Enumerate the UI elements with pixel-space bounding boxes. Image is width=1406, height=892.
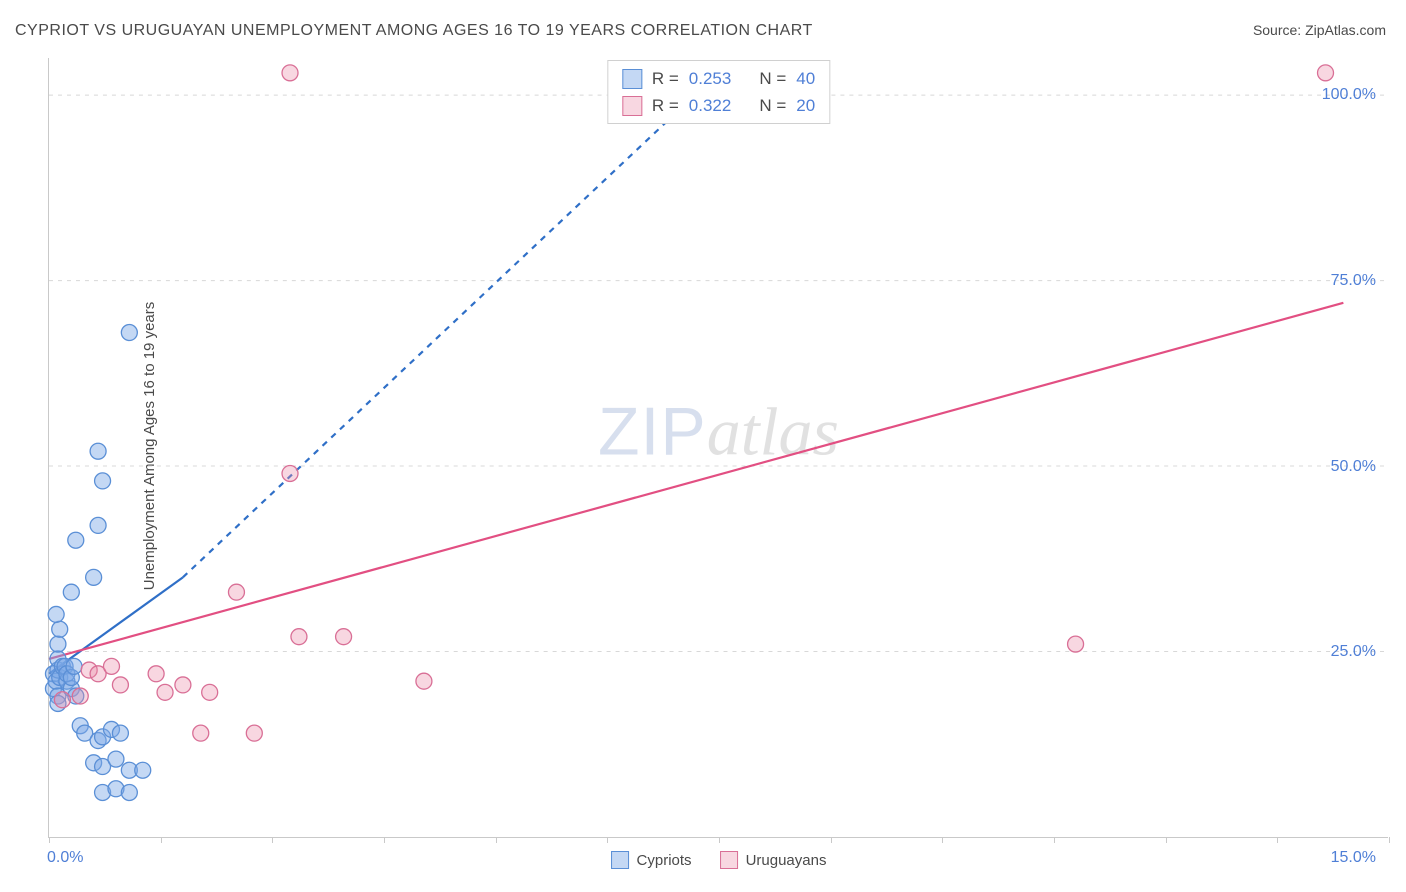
y-tick-label: 50.0%	[1331, 458, 1376, 476]
stats-legend-box: R = 0.253 N = 40 R = 0.322 N = 20	[607, 60, 830, 124]
data-point	[1068, 636, 1084, 652]
data-point	[291, 629, 307, 645]
plot-area: ZIPatlas 25.0%50.0%75.0%100.0% 0.0%15.0%…	[48, 58, 1388, 838]
data-point	[95, 473, 111, 489]
data-point	[175, 677, 191, 693]
chart-container: CYPRIOT VS URUGUAYAN UNEMPLOYMENT AMONG …	[0, 0, 1406, 892]
stats-swatch	[622, 96, 642, 116]
legend-item: Uruguayans	[720, 851, 827, 869]
x-tick	[272, 837, 273, 843]
data-point	[52, 621, 68, 637]
data-point	[112, 725, 128, 741]
data-point	[48, 606, 64, 622]
x-tick	[719, 837, 720, 843]
data-point	[72, 688, 88, 704]
legend-bottom: Cypriots Uruguayans	[611, 851, 827, 869]
y-tick-label: 75.0%	[1331, 272, 1376, 290]
stat-r-value: 0.322	[689, 92, 732, 119]
trend-line	[183, 73, 719, 577]
plot-svg	[49, 58, 1388, 837]
stats-swatch	[622, 69, 642, 89]
x-tick	[384, 837, 385, 843]
data-point	[103, 658, 119, 674]
x-tick	[1389, 837, 1390, 843]
y-tick-label: 25.0%	[1331, 643, 1376, 661]
stat-r-label: R =	[652, 65, 679, 92]
data-point	[86, 569, 102, 585]
data-point	[282, 465, 298, 481]
x-tick	[942, 837, 943, 843]
data-point	[121, 784, 137, 800]
chart-title: CYPRIOT VS URUGUAYAN UNEMPLOYMENT AMONG …	[15, 22, 813, 40]
x-tick	[49, 837, 50, 843]
data-point	[135, 762, 151, 778]
data-point	[193, 725, 209, 741]
x-tick-label: 15.0%	[1331, 849, 1376, 867]
data-point	[202, 684, 218, 700]
data-point	[246, 725, 262, 741]
data-point	[112, 677, 128, 693]
y-tick-label: 100.0%	[1322, 86, 1376, 104]
x-tick	[1054, 837, 1055, 843]
data-point	[90, 517, 106, 533]
legend-label: Uruguayans	[746, 852, 827, 869]
data-point	[416, 673, 432, 689]
data-point	[90, 443, 106, 459]
x-tick	[1166, 837, 1167, 843]
source-link[interactable]: ZipAtlas.com	[1305, 22, 1386, 38]
trend-line	[49, 303, 1343, 659]
source-label: Source:	[1253, 22, 1305, 38]
stat-n-label: N =	[759, 92, 786, 119]
stat-n-label: N =	[759, 65, 786, 92]
data-point	[157, 684, 173, 700]
stats-row: R = 0.253 N = 40	[622, 65, 815, 92]
legend-item: Cypriots	[611, 851, 692, 869]
x-tick-label: 0.0%	[47, 849, 83, 867]
legend-label: Cypriots	[637, 852, 692, 869]
data-point	[282, 65, 298, 81]
stat-n-value: 20	[796, 92, 815, 119]
legend-swatch	[611, 851, 629, 869]
stat-r-value: 0.253	[689, 65, 732, 92]
data-point	[148, 666, 164, 682]
data-point	[54, 692, 70, 708]
data-point	[50, 636, 66, 652]
data-point	[68, 532, 84, 548]
data-point	[336, 629, 352, 645]
x-tick	[831, 837, 832, 843]
data-point	[108, 751, 124, 767]
data-point	[63, 584, 79, 600]
stat-r-label: R =	[652, 92, 679, 119]
x-tick	[161, 837, 162, 843]
stats-row: R = 0.322 N = 20	[622, 92, 815, 119]
stat-n-value: 40	[796, 65, 815, 92]
data-point	[121, 325, 137, 341]
x-tick	[496, 837, 497, 843]
source-attribution: Source: ZipAtlas.com	[1253, 22, 1386, 38]
data-point	[228, 584, 244, 600]
x-tick	[607, 837, 608, 843]
legend-swatch	[720, 851, 738, 869]
data-point	[66, 658, 82, 674]
data-point	[1318, 65, 1334, 81]
x-tick	[1277, 837, 1278, 843]
